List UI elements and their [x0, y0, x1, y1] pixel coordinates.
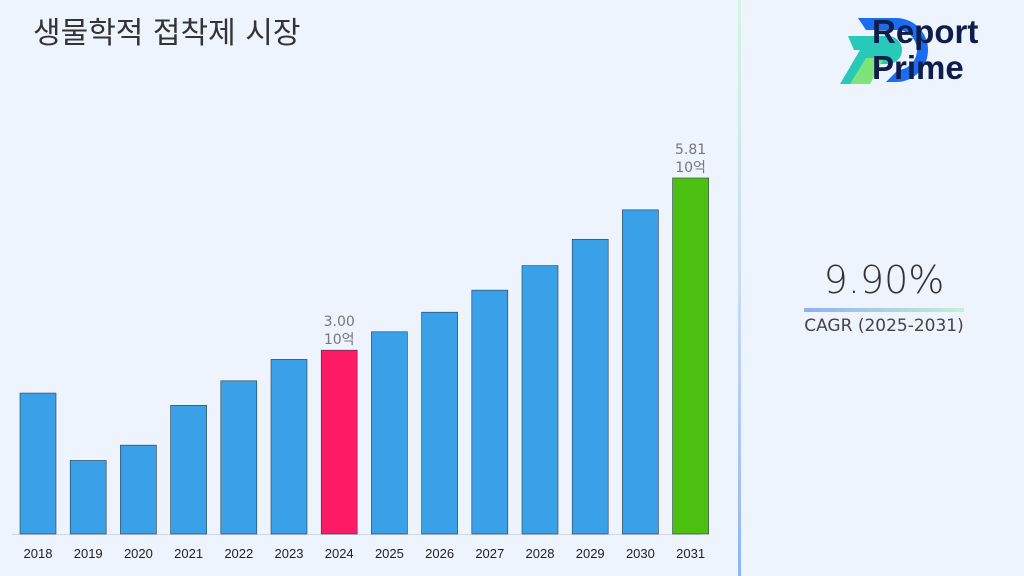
bar-2030	[622, 209, 659, 535]
x-tick-label-2024: 2024	[325, 546, 354, 561]
logo-line2: Prime	[872, 49, 964, 86]
x-tick-label-2023: 2023	[275, 546, 304, 561]
bar-2021	[170, 405, 207, 535]
logo-line1: Report	[872, 13, 979, 50]
bar-2024	[320, 349, 358, 535]
x-tick-label-2021: 2021	[174, 546, 203, 561]
bar-2022	[220, 380, 258, 535]
report-prime-logo-icon	[840, 18, 928, 84]
data-label-unit-2024: 10억	[324, 332, 355, 348]
x-tick-label-2020: 2020	[124, 546, 153, 561]
x-tick-label-2029: 2029	[576, 546, 605, 561]
x-tick-label-2018: 2018	[24, 546, 53, 561]
cagr-value: 9.90%	[823, 258, 945, 302]
bar-2026	[421, 311, 458, 535]
bar-2029	[571, 238, 609, 535]
bar-2019	[69, 460, 107, 535]
bar-2018	[19, 392, 57, 535]
x-tick-label-2030: 2030	[626, 546, 655, 561]
x-tick-label-2031: 2031	[676, 546, 705, 561]
bar-2031	[672, 177, 709, 535]
logo-text: Report Prime	[872, 14, 978, 86]
cagr-label: CAGR (2025-2031)	[804, 316, 964, 336]
x-tick-label-2025: 2025	[375, 546, 404, 561]
bar-2020	[120, 444, 157, 535]
divider	[738, 0, 741, 576]
x-tick-label-2027: 2027	[475, 546, 504, 561]
x-tick-label-2028: 2028	[526, 546, 555, 561]
x-tick-label-2026: 2026	[425, 546, 454, 561]
x-tick-label-2022: 2022	[224, 546, 253, 561]
bar-2028	[521, 265, 559, 535]
x-tick-label-2019: 2019	[74, 546, 103, 561]
data-label-unit-2031: 10억	[675, 160, 706, 176]
bar-2023	[270, 359, 308, 535]
bar-chart: 2018 2019 2020 2021 2022 2023 2024 3.00 10억 2025 2…	[12, 142, 709, 561]
chart-title: 생물학적 접착제 시장	[33, 16, 301, 51]
data-label-value-2031: 5.81	[675, 142, 706, 158]
cagr-underline	[804, 308, 964, 312]
data-label-value-2024: 3.00	[324, 314, 355, 330]
bar-2025	[371, 331, 408, 535]
bar-2027	[471, 289, 509, 535]
